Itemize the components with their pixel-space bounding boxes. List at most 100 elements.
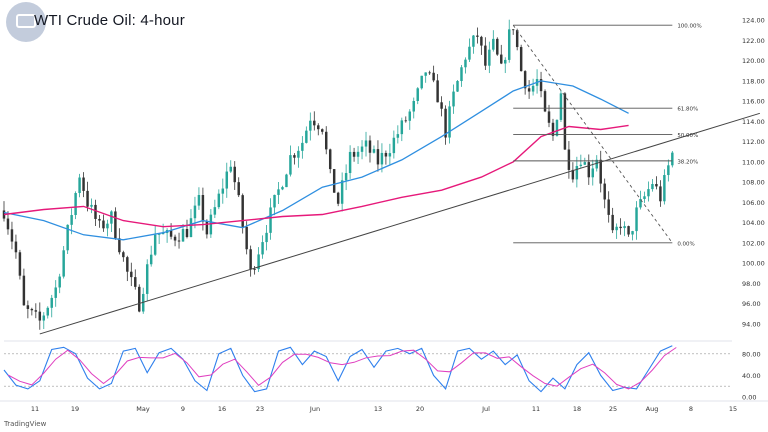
candle-body bbox=[14, 241, 18, 253]
price-tick-label: 106.00 bbox=[742, 199, 765, 207]
candle-body bbox=[229, 166, 232, 172]
candle-body bbox=[157, 234, 161, 235]
candle-body bbox=[400, 120, 404, 135]
candle-body bbox=[86, 190, 89, 207]
candle-body bbox=[539, 79, 543, 92]
candle-body bbox=[297, 150, 300, 158]
stochastic-k-line bbox=[3, 345, 673, 393]
candle-body bbox=[476, 35, 479, 37]
candle-body bbox=[551, 122, 555, 136]
candles bbox=[2, 19, 674, 330]
candle-body bbox=[531, 85, 535, 92]
candle-body bbox=[619, 226, 622, 229]
stochastic-axis: 80.00 40.00 0.00 bbox=[742, 350, 761, 401]
chart-logo-icon bbox=[16, 14, 36, 28]
candle-body bbox=[22, 275, 26, 306]
candle-body bbox=[468, 46, 471, 60]
candle-body bbox=[583, 162, 587, 165]
candle-body bbox=[587, 162, 591, 178]
candle-body bbox=[285, 174, 288, 188]
price-tick-label: 108.00 bbox=[742, 179, 765, 187]
candle-body bbox=[420, 75, 423, 89]
candle-body bbox=[169, 230, 173, 237]
candle-body bbox=[340, 180, 344, 204]
candle-body bbox=[317, 125, 320, 130]
candle-body bbox=[209, 214, 213, 235]
candle-body bbox=[356, 151, 360, 157]
candle-body bbox=[348, 151, 352, 174]
candle-body bbox=[611, 214, 614, 231]
stochastic-d-line bbox=[7, 347, 677, 390]
candle-body bbox=[372, 149, 376, 153]
candle-body bbox=[126, 257, 129, 272]
candle-body bbox=[197, 195, 201, 206]
moving-average-pink bbox=[3, 124, 629, 228]
time-tick-label: 16 bbox=[218, 405, 226, 413]
candle-body bbox=[555, 119, 559, 136]
candle-body bbox=[504, 59, 507, 64]
candle-body bbox=[205, 221, 209, 235]
time-tick-label: Aug bbox=[646, 405, 659, 413]
price-tick-label: 110.00 bbox=[742, 158, 765, 166]
price-tick-label: 118.00 bbox=[742, 77, 765, 85]
candle-body bbox=[519, 47, 523, 72]
time-tick-label: 11 bbox=[532, 405, 540, 413]
candle-body bbox=[269, 207, 272, 233]
price-tick-label: 112.00 bbox=[742, 138, 765, 146]
candle-body bbox=[149, 254, 153, 265]
candle-body bbox=[559, 93, 563, 120]
candle-body bbox=[404, 120, 408, 122]
candle-body bbox=[428, 72, 431, 74]
candle-body bbox=[472, 35, 475, 47]
price-tick-label: 122.00 bbox=[742, 37, 765, 45]
stochastic-tick-label: 80.00 bbox=[742, 350, 761, 358]
candle-body bbox=[273, 194, 276, 208]
price-tick-label: 94.00 bbox=[742, 320, 761, 328]
candle-body bbox=[388, 153, 392, 157]
candle-body bbox=[352, 151, 356, 157]
candle-body bbox=[563, 93, 567, 150]
candle-body bbox=[615, 226, 618, 231]
time-tick-label: 20 bbox=[416, 405, 424, 413]
candle-body bbox=[261, 242, 264, 255]
price-tick-label: 98.00 bbox=[742, 280, 761, 288]
time-tick-label: Jun bbox=[309, 405, 320, 413]
candle-body bbox=[301, 142, 304, 151]
candle-body bbox=[575, 165, 579, 180]
candle-body bbox=[464, 59, 467, 68]
candle-body bbox=[62, 250, 65, 277]
candle-body bbox=[663, 175, 666, 202]
candle-body bbox=[647, 189, 650, 197]
candle-body bbox=[424, 72, 427, 76]
candle-body bbox=[173, 236, 177, 241]
candle-body bbox=[492, 38, 495, 50]
candle-body bbox=[396, 134, 400, 138]
candle-body bbox=[543, 91, 547, 112]
candle-body bbox=[98, 218, 101, 221]
candle-body bbox=[456, 81, 459, 92]
candle-body bbox=[432, 72, 435, 81]
candle-body bbox=[46, 307, 49, 316]
time-tick-label: 11 bbox=[31, 405, 39, 413]
candle-body bbox=[26, 305, 30, 309]
candle-body bbox=[595, 159, 598, 169]
time-tick-label: 23 bbox=[256, 405, 264, 413]
candle-body bbox=[185, 229, 189, 238]
candle-body bbox=[118, 238, 121, 253]
candle-body bbox=[416, 88, 419, 101]
candle-body bbox=[488, 49, 491, 66]
candle-body bbox=[110, 211, 113, 224]
candle-body bbox=[667, 165, 670, 176]
candle-body bbox=[106, 223, 109, 229]
candle-body bbox=[265, 232, 268, 243]
candle-body bbox=[34, 310, 38, 312]
price-tick-label: 96.00 bbox=[742, 300, 761, 308]
candle-body bbox=[253, 269, 256, 270]
candle-body bbox=[249, 249, 252, 270]
candle-body bbox=[138, 286, 141, 312]
candle-body bbox=[241, 195, 244, 227]
stochastic-tick-label: 40.00 bbox=[742, 372, 761, 380]
candle-body bbox=[444, 108, 447, 138]
candle-body bbox=[281, 187, 284, 190]
time-axis: 11 19 May 9 16 23 Jun 13 20 Jul 11 18 25 Aug 8 15 bbox=[0, 400, 768, 413]
